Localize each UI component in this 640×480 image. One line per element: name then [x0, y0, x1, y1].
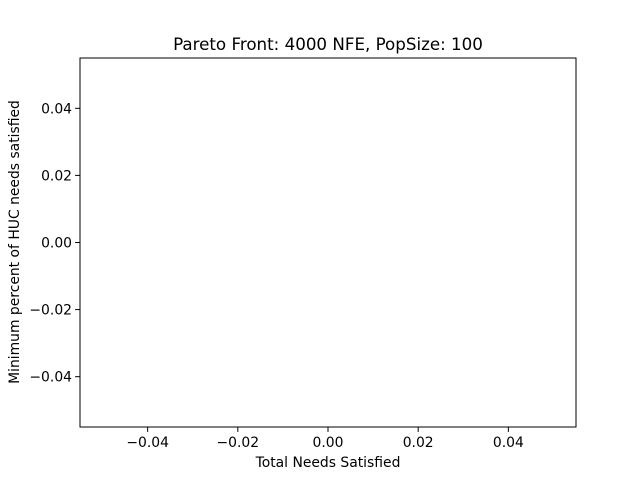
- y-tick-label: −0.02: [29, 303, 72, 319]
- y-tick-label: 0.04: [41, 101, 72, 117]
- x-axis-label: Total Needs Satisfied: [255, 455, 401, 471]
- x-tick-label: 0.02: [403, 435, 434, 451]
- x-tick-label: 0.00: [313, 435, 344, 451]
- y-tick-label: −0.04: [29, 370, 72, 386]
- chart-title: Pareto Front: 4000 NFE, PopSize: 100: [173, 34, 483, 54]
- y-tick-label: 0.02: [41, 168, 72, 184]
- x-tick-label: 0.04: [493, 435, 524, 451]
- plot-area: −0.04 −0.02 0.00 0.02 0.04 −0.04 −0.02 0.00 0.02…: [29, 57, 577, 451]
- y-axis-label: Minimum percent of HUC needs satisfied: [7, 100, 23, 384]
- x-tick-label: −0.02: [217, 435, 260, 451]
- y-tick-label: 0.00: [41, 236, 72, 252]
- x-tick-label: −0.04: [126, 435, 169, 451]
- axes-frame: [79, 57, 577, 428]
